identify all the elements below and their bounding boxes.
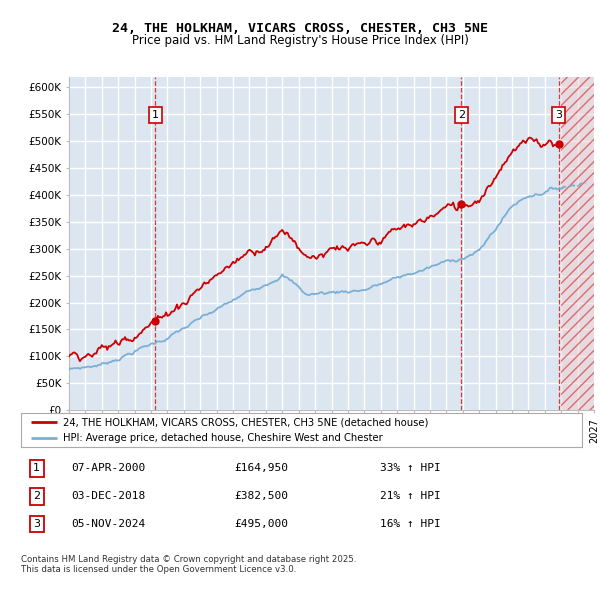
Text: 24, THE HOLKHAM, VICARS CROSS, CHESTER, CH3 5NE: 24, THE HOLKHAM, VICARS CROSS, CHESTER, … <box>112 22 488 35</box>
Text: 1: 1 <box>152 110 158 120</box>
Text: 24, THE HOLKHAM, VICARS CROSS, CHESTER, CH3 5NE (detached house): 24, THE HOLKHAM, VICARS CROSS, CHESTER, … <box>63 417 428 427</box>
Text: £164,950: £164,950 <box>234 463 288 473</box>
Text: 07-APR-2000: 07-APR-2000 <box>71 463 146 473</box>
Text: HPI: Average price, detached house, Cheshire West and Chester: HPI: Average price, detached house, Ches… <box>63 433 383 443</box>
Text: 05-NOV-2024: 05-NOV-2024 <box>71 519 146 529</box>
Text: 03-DEC-2018: 03-DEC-2018 <box>71 491 146 501</box>
Text: 33% ↑ HPI: 33% ↑ HPI <box>380 463 441 473</box>
Text: 2: 2 <box>458 110 465 120</box>
Bar <box>561 77 594 410</box>
Text: 3: 3 <box>33 519 40 529</box>
Text: 2: 2 <box>33 491 40 501</box>
Text: £382,500: £382,500 <box>234 491 288 501</box>
Text: 21% ↑ HPI: 21% ↑ HPI <box>380 491 441 501</box>
Text: 3: 3 <box>555 110 562 120</box>
Text: 1: 1 <box>33 463 40 473</box>
Text: Contains HM Land Registry data © Crown copyright and database right 2025.
This d: Contains HM Land Registry data © Crown c… <box>21 555 356 574</box>
Text: Price paid vs. HM Land Registry's House Price Index (HPI): Price paid vs. HM Land Registry's House … <box>131 34 469 47</box>
Text: £495,000: £495,000 <box>234 519 288 529</box>
Text: 16% ↑ HPI: 16% ↑ HPI <box>380 519 441 529</box>
